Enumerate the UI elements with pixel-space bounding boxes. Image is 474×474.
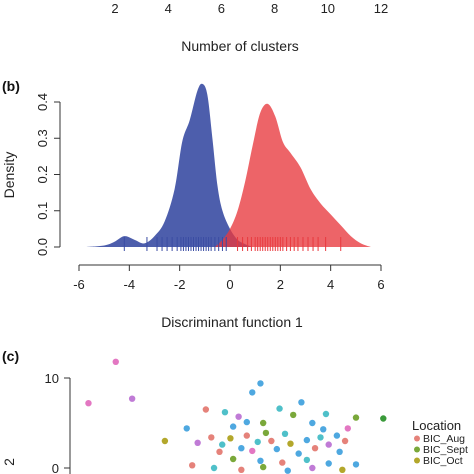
legend-marker <box>414 435 420 442</box>
panel-c-label: (c) <box>2 348 19 364</box>
panel-b-x-tick-label: -4 <box>124 277 136 292</box>
panel-a-x-tick-label: 8 <box>271 1 278 16</box>
legend-entry-label: BIC_Sept <box>423 444 468 456</box>
legend-title: Location <box>412 418 461 433</box>
panel-c-point <box>284 467 291 474</box>
panel-c-point <box>352 461 360 468</box>
panel-c-point <box>320 426 327 433</box>
panel-c-point <box>257 457 264 464</box>
panel-c-point <box>229 423 237 430</box>
panel-b-y-tick-label: 0.2 <box>35 165 50 183</box>
panel-c-point <box>352 414 360 421</box>
panel-c-y-tick-label: 0 <box>52 461 59 474</box>
panel-b-y-tick-label: 0.1 <box>35 202 50 220</box>
panel-c-ylabel: 2 <box>1 458 17 466</box>
panel-c-point <box>279 459 286 466</box>
panel-c-point <box>202 406 210 413</box>
panel-c-point <box>229 455 237 463</box>
panel-b-x-tick-label: 4 <box>327 277 334 292</box>
panel-c-point <box>243 432 250 439</box>
panel-c-point <box>249 447 256 455</box>
panel-c-point <box>333 432 341 439</box>
panel-c-point <box>287 440 294 447</box>
panel-c-point <box>281 430 289 437</box>
panel-a-x-tick-label: 4 <box>165 1 172 16</box>
panel-c-point <box>259 419 267 427</box>
panel-c-point <box>295 450 302 457</box>
legend-entry-label: BIC_Aug <box>423 433 465 445</box>
panel-c-point <box>235 413 242 420</box>
panel-b-x-tick-label: -6 <box>73 277 85 292</box>
panel-c-point <box>219 441 226 448</box>
panel-a-x-tick-label: 2 <box>111 1 118 16</box>
panel-c-point <box>276 405 283 412</box>
panel-c-point <box>309 419 316 427</box>
panel-c-point <box>210 464 218 472</box>
panel-c-point <box>262 429 270 437</box>
panel-b-y-tick-label: 0.4 <box>35 93 50 111</box>
panel-a-xlabel: Number of clusters <box>181 38 298 54</box>
panel-a-x-tick-label: 12 <box>374 1 388 16</box>
panel-c-point <box>194 439 201 446</box>
panel-c-point <box>303 436 311 444</box>
panel-c-point <box>227 435 234 442</box>
panel-c-point <box>221 409 229 416</box>
panel-c-point <box>325 441 332 448</box>
panel-b-x-tick-label: 0 <box>226 277 233 292</box>
panel-b-x-tick-label: 2 <box>277 277 284 292</box>
panel-c-point <box>309 464 316 472</box>
panel-c-point <box>183 425 190 432</box>
panel-b-y-tick-label: 0.0 <box>35 238 50 256</box>
panel-c-point <box>238 445 245 452</box>
panel-c-y-tick-label: 10 <box>45 371 59 386</box>
panel-c-point <box>249 389 256 396</box>
panel-a-x-tick-label: 6 <box>218 1 225 16</box>
legend-marker <box>414 446 420 453</box>
panel-c-point <box>273 445 281 453</box>
panel-b-label: (b) <box>2 78 20 94</box>
panel-c-point <box>112 358 119 365</box>
panel-c-point <box>259 463 267 471</box>
panel-c-point <box>290 411 297 419</box>
panel-c-point <box>238 466 245 473</box>
panel-c-point <box>317 434 324 441</box>
panel-b-x-tick-label: -2 <box>174 277 186 292</box>
panel-c-point <box>216 448 223 455</box>
panel-c-point <box>339 466 346 473</box>
panel-c-point <box>344 425 352 432</box>
legend-marker <box>414 457 420 464</box>
panel-c-point <box>254 438 261 446</box>
panel-b-y-tick-label: 0.3 <box>35 129 50 147</box>
panel-c-point <box>243 418 250 426</box>
panel-c-point <box>161 437 169 445</box>
panel-c-point <box>128 395 136 402</box>
panel-c-point <box>336 448 343 455</box>
panel-c-point <box>298 399 305 406</box>
panel-c-point <box>268 437 275 445</box>
panel-b-density-area-2 <box>214 103 371 248</box>
panel-c-point <box>303 456 311 464</box>
panel-b-plot: 0.0 0.1 0.2 0.3 0.4 -6 -4 -2 0 2 4 6 <box>35 83 385 292</box>
panel-c-point <box>257 380 264 387</box>
panel-c-point <box>208 434 215 441</box>
panel-a-x-tick-label: 10 <box>321 1 335 16</box>
panel-c-point <box>322 410 330 418</box>
panel-c-point <box>85 400 92 407</box>
panel-c-point <box>380 415 387 422</box>
panel-a: 2 4 6 8 10 12 <box>111 1 388 16</box>
panel-b-x-tick-label: 6 <box>377 277 384 292</box>
panel-b-xlabel: Discriminant function 1 <box>161 314 303 330</box>
panel-c-point <box>189 462 196 469</box>
panel-c-plot: 0 10 <box>45 358 387 474</box>
panel-c-point <box>341 437 349 445</box>
panel-b-density-area-1 <box>86 83 253 247</box>
panel-c-point <box>311 445 319 452</box>
panel-b-ylabel: Density <box>1 152 17 199</box>
panel-c-point <box>325 460 332 467</box>
legend-entry-label: BIC_Oct <box>423 455 463 467</box>
